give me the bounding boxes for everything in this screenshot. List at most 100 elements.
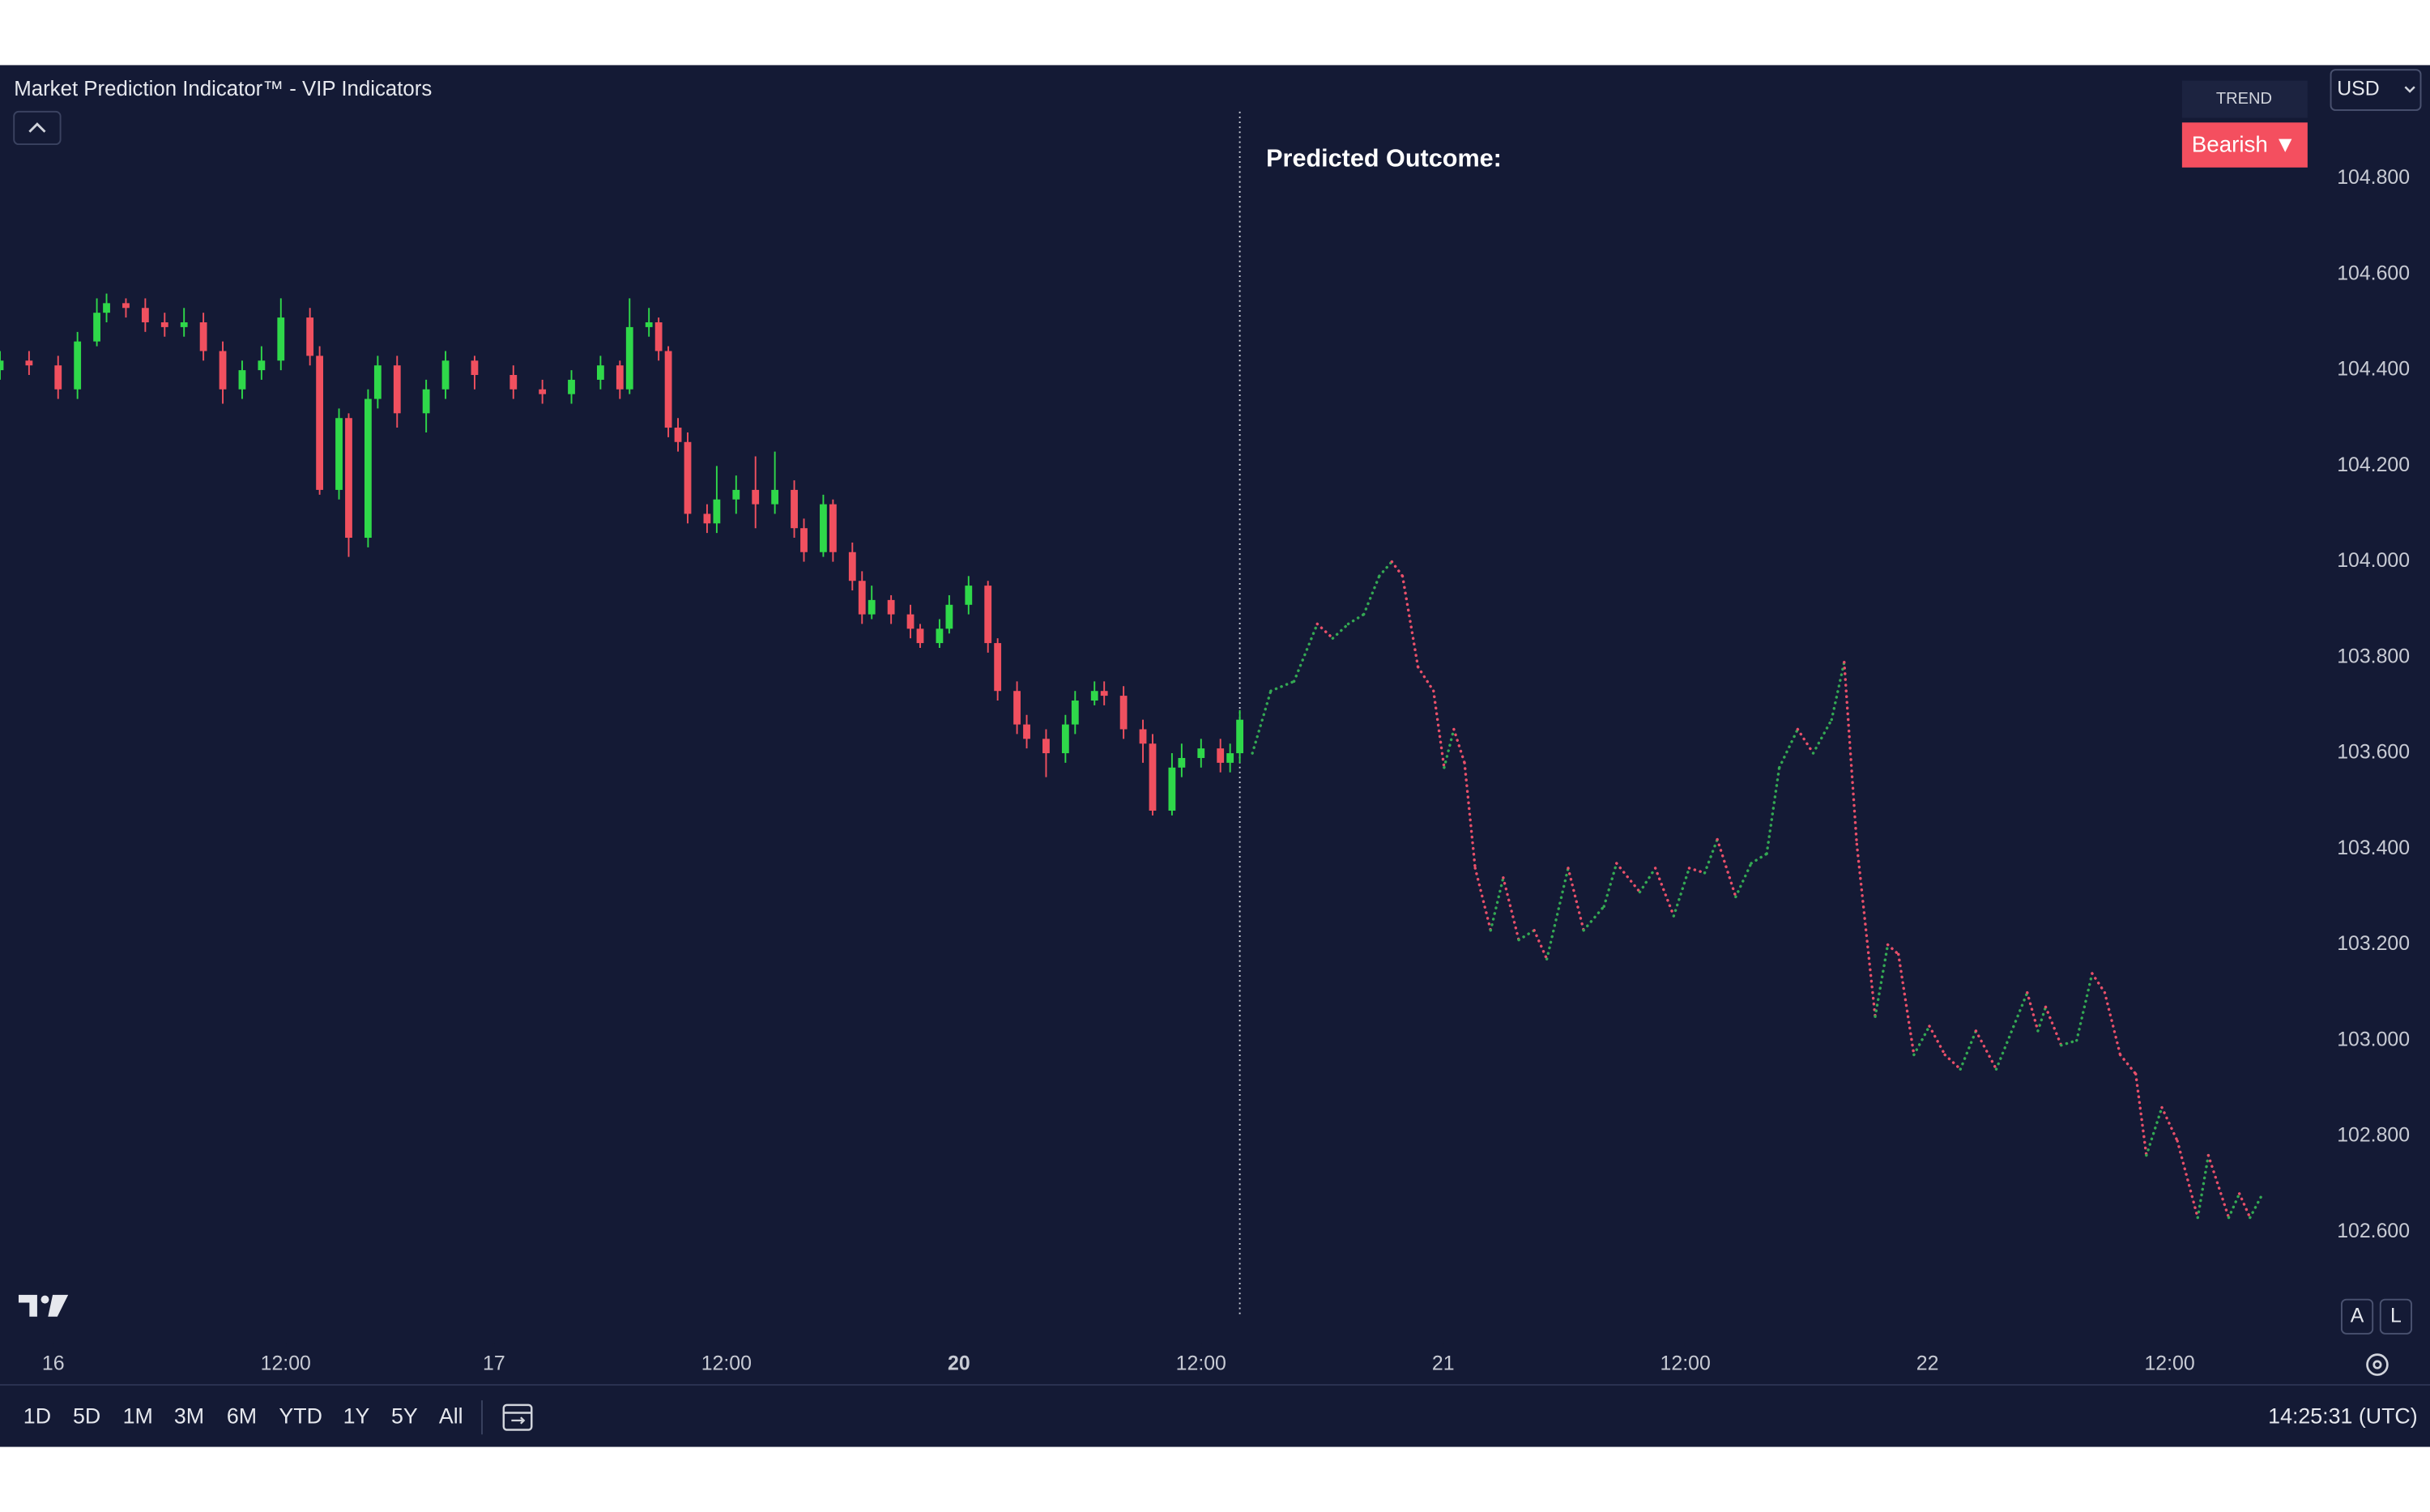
candle-body (887, 599, 895, 615)
prediction-segment (2160, 1105, 2179, 1143)
x-tick-label: 12:00 (2144, 1352, 2194, 1375)
candle-body (1149, 743, 1157, 811)
candle-body (703, 513, 711, 524)
y-tick-label: 104.200 (2337, 454, 2410, 476)
prediction-segment (2176, 1139, 2199, 1220)
prediction-segment (1830, 661, 1846, 722)
currency-select[interactable]: USD (2330, 69, 2422, 111)
y-tick-label: 103.400 (2337, 837, 2410, 859)
prediction-segment (1843, 661, 1859, 846)
candle-body (160, 322, 168, 327)
candle-body (1023, 724, 1030, 739)
candle-body (771, 489, 779, 505)
range-button[interactable]: 1M (123, 1403, 153, 1428)
logo-part (40, 1295, 49, 1304)
prediction-segment (1615, 862, 1642, 894)
candle-body (471, 360, 479, 376)
gear-hub[interactable] (2372, 1360, 2382, 1369)
range-button[interactable]: 6M (227, 1403, 257, 1428)
range-button[interactable]: YTD (279, 1403, 322, 1428)
range-button[interactable]: 5Y (391, 1403, 418, 1428)
prediction-segment (1443, 727, 1456, 769)
collapse-button[interactable] (13, 110, 62, 146)
candle-body (791, 489, 798, 529)
x-tick-label: 16 (42, 1352, 65, 1375)
x-tick-label: 22 (1916, 1352, 1939, 1375)
scale-button-box[interactable] (2340, 1298, 2374, 1335)
prediction-segment (1463, 761, 1477, 870)
candle-body (1197, 748, 1205, 758)
range-button[interactable]: 5D (73, 1403, 100, 1428)
y-tick-label: 103.000 (2337, 1028, 2410, 1050)
x-tick-label: 20 (948, 1352, 970, 1375)
calendar-arrow[interactable] (511, 1416, 526, 1425)
collapse-box[interactable] (13, 110, 62, 146)
collapse-arrow[interactable] (28, 122, 46, 133)
prediction-segment (2118, 1053, 2138, 1075)
scale-button[interactable]: L (2390, 1304, 2402, 1327)
prediction-segment (1502, 876, 1520, 942)
prediction-segment (1567, 867, 1585, 932)
candle-body (936, 628, 944, 644)
prediction-segment (1943, 1053, 1963, 1071)
prediction-segment (1716, 837, 1737, 899)
prediction-segment (1489, 876, 1505, 932)
prediction-segment (2091, 972, 2107, 995)
range-button[interactable]: 1D (23, 1403, 51, 1428)
settings-icon[interactable] (2366, 1353, 2389, 1376)
candle-body (422, 389, 430, 414)
prediction-segment (1959, 1029, 1978, 1071)
currency-label[interactable]: USD (2337, 78, 2380, 100)
candle-body (219, 351, 227, 390)
prediction-segment (2026, 990, 2040, 1033)
candle-body (199, 322, 207, 351)
chart-title: Market Prediction Indicator™ - VIP Indic… (14, 78, 432, 100)
candle-body (103, 303, 110, 313)
candle-body (906, 614, 914, 629)
candle-body (509, 375, 518, 390)
candle-body (1168, 767, 1176, 811)
candle-body (916, 628, 924, 644)
y-tick-label: 102.800 (2337, 1124, 2410, 1147)
candle-body (93, 313, 100, 342)
x-tick-label: 12:00 (701, 1352, 752, 1375)
prediction-segment (1811, 718, 1833, 755)
candle-body (713, 499, 721, 524)
prediction-segment (2075, 972, 2094, 1042)
candle-body (800, 528, 808, 552)
prediction-segment (1874, 943, 1890, 1018)
candle-body (848, 552, 856, 581)
prediction-segment (1545, 867, 1570, 960)
prediction-segment (2227, 1192, 2241, 1220)
candle-body (1013, 691, 1021, 725)
candle-body (539, 389, 547, 394)
gear-ring[interactable] (2366, 1353, 2389, 1376)
scale-button[interactable]: A (2351, 1304, 2364, 1327)
candle-body (335, 418, 343, 490)
currency-box[interactable] (2330, 69, 2422, 111)
prediction-segment (1928, 1024, 1946, 1057)
range-button[interactable]: All (439, 1403, 463, 1428)
chart-background (0, 65, 2430, 1447)
range-button[interactable]: 3M (174, 1403, 204, 1428)
prediction-segment (2036, 1005, 2048, 1033)
candle-body (316, 356, 324, 490)
y-tick-label: 103.800 (2337, 645, 2410, 667)
calendar-body[interactable] (502, 1403, 533, 1431)
y-tick-label: 104.600 (2337, 262, 2410, 284)
candle-body (868, 599, 876, 615)
x-tick-label: 17 (483, 1352, 505, 1375)
candle-body (684, 441, 692, 514)
currency-chevron[interactable] (2404, 86, 2415, 93)
scale-button-box[interactable] (2379, 1298, 2412, 1335)
date-range-icon[interactable] (502, 1403, 533, 1431)
candle-body (141, 308, 149, 322)
trend-label: TREND (2216, 90, 2272, 108)
candle-body (258, 360, 266, 371)
range-button[interactable]: 1Y (343, 1403, 370, 1428)
prediction-segment (1703, 837, 1719, 875)
candle-body (74, 341, 82, 390)
prediction-segment (1362, 574, 1381, 616)
prediction-segment (1897, 952, 1916, 1057)
